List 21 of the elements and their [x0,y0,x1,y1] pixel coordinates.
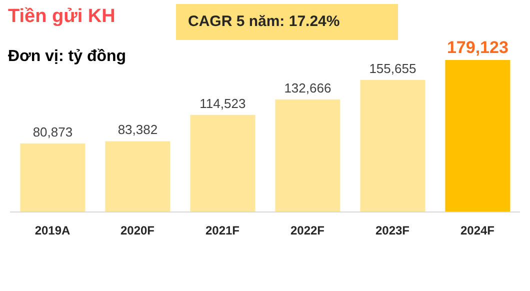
data-label: 80,873 [32,124,73,140]
data-label: 114,523 [200,96,246,111]
data-label: 132,666 [284,80,332,96]
bar [445,60,510,212]
x-tick-label: 2021F [205,224,240,238]
x-tick-label: 2022F [290,224,325,238]
chart-subtitle: Đơn vị: tỷ đồng [8,48,126,66]
chart-title: Tiền gửi KH [8,6,116,28]
x-tick-label: 2023F [375,224,410,238]
bar [190,114,256,212]
x-tick-label: 2020F [120,224,155,238]
data-label: 179,123 [446,38,508,57]
x-tick-label: 2024F [460,224,495,238]
bar [275,99,340,212]
data-label: 83,382 [118,122,158,138]
bar [360,80,426,212]
data-label: 155,655 [369,60,416,76]
bar [105,141,170,212]
x-tick-label: 2019A [34,224,71,238]
text: CAGR 5 năm: 17.24% [176,4,398,40]
bar [20,143,86,212]
